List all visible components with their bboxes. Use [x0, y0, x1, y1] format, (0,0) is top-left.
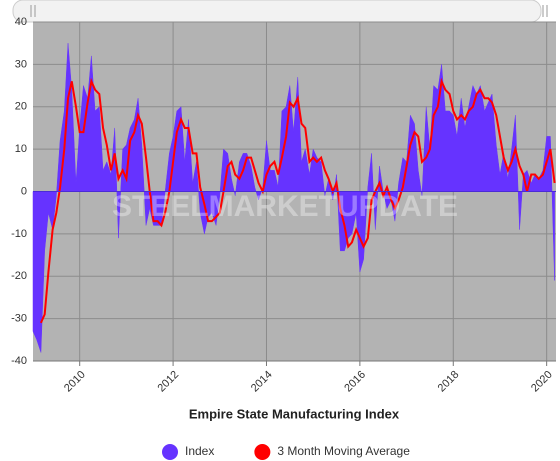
- navigator-track[interactable]: [12, 0, 542, 23]
- legend-swatch: [162, 444, 178, 460]
- y-tick-label: -30: [11, 313, 27, 325]
- legend-swatch: [254, 444, 271, 460]
- legend-label: Index: [185, 444, 214, 458]
- legend-label: 3 Month Moving Average: [277, 444, 410, 458]
- y-tick-label: 20: [15, 101, 27, 113]
- y-tick-label: -10: [11, 228, 27, 240]
- y-tick-label: 10: [15, 143, 27, 155]
- y-tick-label: 30: [15, 58, 27, 70]
- navigator[interactable]: [12, 0, 548, 23]
- legend: Index 3 Month Moving Average: [162, 444, 410, 460]
- marks: [32, 43, 556, 353]
- moving-average-line: [40, 77, 556, 324]
- y-tick-label: 0: [21, 185, 27, 197]
- y-tick-label: 40: [15, 16, 27, 28]
- y-tick-label: -20: [11, 270, 27, 282]
- y-tick-label: -40: [11, 355, 27, 367]
- watermark: STEELMARKETUPDATE: [112, 190, 458, 223]
- chart-title: Empire State Manufacturing Index: [189, 406, 400, 421]
